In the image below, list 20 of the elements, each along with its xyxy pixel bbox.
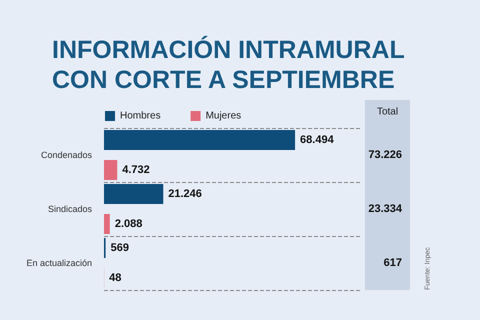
data-label: 21.246 [168,188,202,200]
y-tick-label: En actualización [26,258,92,268]
text: 73.226 [368,149,402,161]
bar [104,160,118,180]
bar [104,184,164,204]
chart-title: INFORMACIÓN INTRAMURAL CON CORTE A SEPTIEMBRE [52,35,405,94]
data-label: 2.088 [114,218,142,230]
y-tick-label: Sindicados [48,204,92,214]
data-label: 569 [110,242,129,254]
legend-label: Hombres [120,110,161,122]
data-label: 4.732 [122,164,150,176]
text: Total [376,106,398,118]
bar [104,214,110,234]
bar [104,130,296,150]
text: 617 [384,257,402,269]
text: 23.334 [368,203,403,215]
data-label: 68.494 [300,134,335,146]
legend-label: Mujeres [206,110,242,122]
y-tick-label: Condenados [40,150,92,160]
data-label: 48 [109,272,122,284]
